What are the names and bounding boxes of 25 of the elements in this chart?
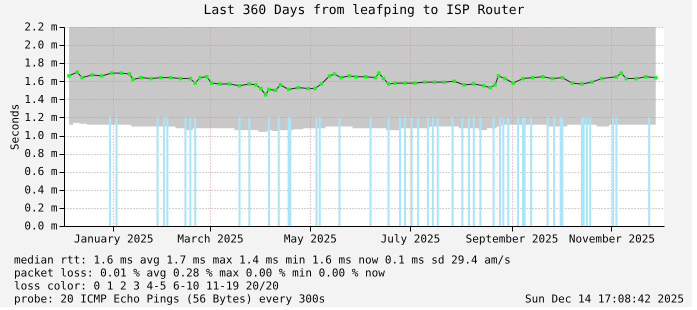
text: Sun Dec 14 17:08:42 2025 — [525, 292, 684, 306]
y-tick-label: 0.8 m — [24, 147, 58, 160]
y-tick-label: 0.6 m — [24, 165, 58, 178]
y-tick-label: 1.4 m — [24, 92, 58, 106]
x-tick-label: May 2025 — [284, 232, 337, 246]
text: loss color: 0 1 2 3 4-5 6-10 11-19 20/20 — [14, 280, 279, 292]
y-axis-title: Seconds — [8, 104, 22, 150]
text: packet loss: 0.01 % avg 0.28 % max 0.00 % min 0.00 % now — [14, 266, 386, 280]
y-tick-label: 2.2 m — [24, 20, 58, 34]
x-tick-label: November 2025 — [568, 232, 656, 246]
text: probe: 20 ICMP Echo Pings (56 Bytes) every 300s — [14, 292, 326, 306]
y-tick-label: 0.4 m — [24, 183, 58, 196]
y-tick-label: 2.0 m — [24, 38, 58, 52]
chart-title: Last 360 Days from leafping to ISP Router — [204, 3, 525, 18]
y-tick-label: 1.8 m — [24, 56, 58, 70]
y-tick-label: 1.6 m — [24, 74, 58, 88]
x-tick-label: March 2025 — [177, 232, 244, 246]
x-tick-label: September 2025 — [466, 232, 558, 246]
y-tick-label: 0.2 m — [24, 201, 58, 214]
y-tick-label: 0.0 m — [24, 220, 58, 232]
y-tick-label: 1.2 m — [24, 110, 58, 124]
text: median rtt: 1.6 ms avg 1.7 ms max 1.4 ms min 1.6 ms now 0.1 ms sd 29.4 am/s — [14, 254, 511, 266]
x-tick-label: January 2025 — [74, 232, 154, 246]
x-tick-label: July 2025 — [380, 232, 440, 246]
y-tick-label: 1.0 m — [24, 129, 58, 142]
